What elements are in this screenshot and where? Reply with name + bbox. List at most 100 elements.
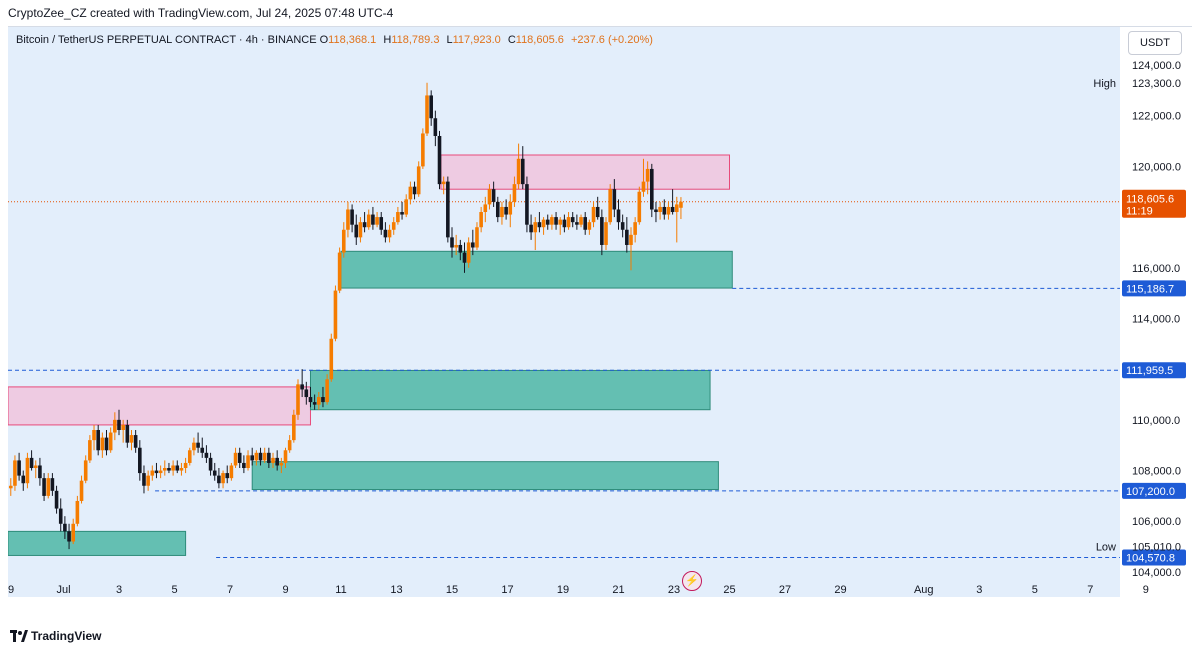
candle-body [237, 452, 242, 463]
candle-body [679, 201, 683, 208]
x-tick-label: 9 [1143, 584, 1149, 596]
candle-body [204, 452, 209, 458]
x-tick-label: 7 [227, 584, 233, 596]
candle-body [25, 457, 30, 484]
candle-body [8, 485, 13, 489]
candle-body [558, 219, 563, 225]
candle-body [620, 222, 625, 230]
candle-body [433, 118, 438, 136]
y-tick-label: 108,000.0 [1132, 466, 1181, 478]
candle-body [633, 222, 637, 235]
candle-body [525, 184, 529, 225]
candle-body [38, 465, 42, 479]
candle-body [337, 252, 342, 291]
candle-body [674, 204, 679, 213]
candle-body [662, 206, 667, 215]
level-label: 107,200.0 [1126, 486, 1175, 498]
demand-zone [251, 461, 719, 491]
candle-body [67, 531, 71, 542]
candle-body [104, 437, 109, 451]
candle-body [537, 222, 542, 228]
x-tick-label: Aug [914, 584, 934, 596]
candle-body [217, 475, 221, 484]
candle-body [250, 455, 254, 461]
candle-body [233, 452, 238, 466]
candle-body [533, 222, 538, 233]
candle-body [158, 470, 163, 474]
candle-body [100, 437, 105, 451]
candle-body [229, 465, 234, 479]
candle-body [416, 166, 421, 195]
candle-body [566, 217, 571, 228]
y-tick-label: 114,000.0 [1132, 313, 1180, 325]
candle-body [321, 397, 325, 403]
candle-body [325, 379, 329, 403]
y-tick-label: 110,000.0 [1132, 415, 1180, 427]
currency-label: USDT [1140, 37, 1170, 49]
candle-body [287, 440, 292, 451]
candle-body [545, 219, 550, 225]
x-tick-label: 25 [723, 584, 735, 596]
price-axis-panel [1120, 27, 1192, 597]
candle-body [358, 222, 363, 238]
candle-body [200, 447, 205, 453]
candle-body [404, 199, 409, 215]
low-value: 117,923.0 [452, 34, 501, 46]
candle-body [71, 523, 76, 542]
candle-body [92, 429, 96, 441]
x-tick-label: Jul [56, 584, 70, 596]
price-chart[interactable]: 124,000.0 122,000.0 120,000.0 116,000.0 114,… [8, 27, 1192, 597]
candle-body [225, 473, 230, 479]
x-tick-label: 27 [779, 584, 791, 596]
candle-body [446, 181, 450, 238]
candle-body [275, 457, 279, 466]
candle-body [42, 478, 46, 496]
candle-body [491, 189, 496, 202]
x-tick-label: 21 [612, 584, 624, 596]
candle-body [50, 478, 55, 491]
x-tick-label: 19 [557, 584, 569, 596]
chart-area[interactable]: 124,000.0 122,000.0 120,000.0 116,000.0 114,… [8, 26, 1192, 597]
candle-body [54, 490, 59, 509]
close-label: C [507, 34, 516, 46]
candle-body [133, 435, 138, 448]
candle-body [391, 222, 396, 230]
demand-zone [309, 369, 711, 411]
candle-body [562, 219, 567, 228]
candle-body [354, 224, 359, 238]
candle-body [117, 419, 121, 430]
time-axis-panel [8, 577, 1120, 597]
candle-body [125, 424, 130, 443]
candle-body [17, 460, 21, 476]
x-tick-label: 29 [8, 584, 14, 596]
x-tick-label: 5 [171, 584, 177, 596]
x-tick-label: 3 [976, 584, 982, 596]
candle-body [154, 470, 159, 474]
candle-body [21, 475, 26, 484]
candle-body [196, 442, 200, 448]
candle-body [412, 186, 417, 195]
low-label: L [446, 34, 453, 46]
candle-body [375, 217, 379, 225]
candle-body [425, 95, 429, 134]
currency-selector[interactable]: USDT [1128, 31, 1182, 55]
high-label: H [383, 34, 392, 46]
candle-body [300, 384, 304, 390]
y-tick-label: 120,000.0 [1132, 161, 1181, 173]
candle-body [625, 229, 629, 245]
candle-body [208, 457, 213, 471]
candle-body [96, 429, 100, 451]
candle-body [637, 191, 642, 223]
lightning-icon[interactable]: ⚡ [682, 571, 702, 591]
candle-body [608, 189, 612, 223]
candle-body [454, 244, 458, 248]
candle-body [175, 465, 180, 471]
candle-body [262, 452, 267, 461]
high-marker-label: High [1093, 78, 1116, 90]
candle-body [29, 457, 34, 469]
candle-body [88, 440, 92, 461]
candle-body [520, 158, 525, 185]
x-tick-label: 11 [335, 584, 346, 596]
level-label-bg [1122, 280, 1186, 297]
change-value: +237.6 (+0.20%) [570, 34, 653, 46]
